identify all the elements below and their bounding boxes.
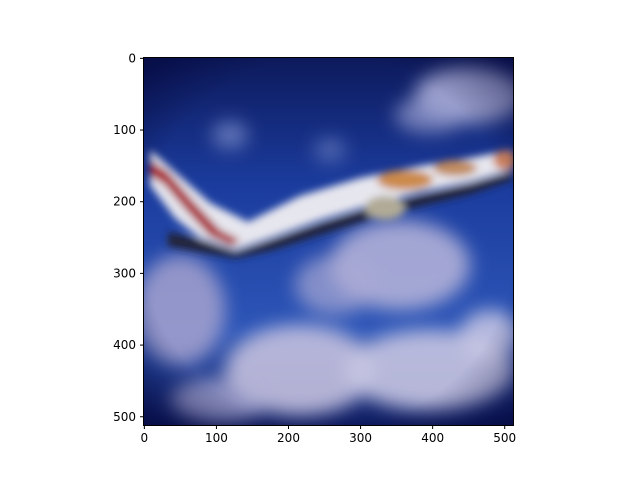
x-tick-label: 500: [493, 431, 516, 445]
y-tick-label: 100: [113, 123, 136, 137]
vignette: [144, 58, 513, 425]
x-tick-label: 400: [421, 431, 444, 445]
y-axis: 0 100 200 300 400 500: [113, 51, 144, 423]
x-tick-label: 100: [205, 431, 228, 445]
y-tick-label: 400: [113, 338, 136, 352]
y-tick-label: 500: [113, 410, 136, 424]
y-tick-label: 200: [113, 195, 136, 209]
y-tick-label: 0: [128, 51, 136, 65]
x-tick-label: 0: [141, 431, 149, 445]
y-tick-label: 300: [113, 266, 136, 280]
x-tick-label: 200: [277, 431, 300, 445]
airplane-photo: [135, 58, 525, 425]
x-tick-label: 300: [349, 431, 372, 445]
x-axis: 0 100 200 300 400 500: [141, 425, 517, 445]
